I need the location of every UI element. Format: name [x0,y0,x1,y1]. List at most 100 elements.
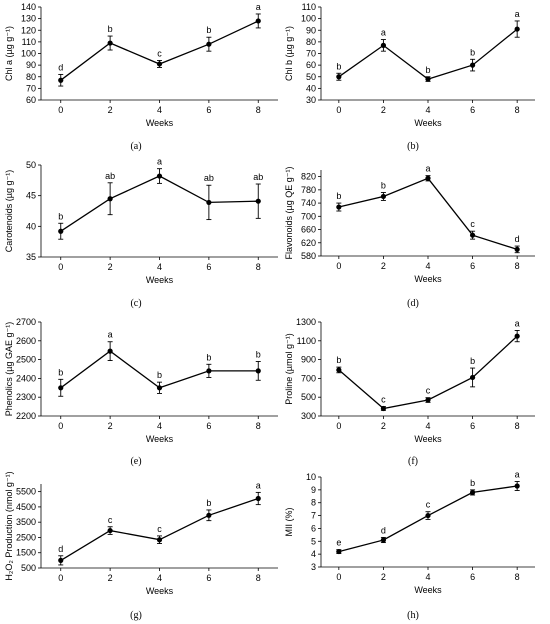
significance-letter: c [108,515,113,525]
x-tick-label: 2 [108,421,113,431]
y-tick-label: 500 [301,392,316,402]
chart-panel: 580 620 660 700 740 780 820 0 2 4 6 8 Weeks Flavonoid… [284,164,535,284]
significance-letter: b [425,65,430,75]
y-tick-label: 1300 [296,317,316,327]
data-point [514,483,520,489]
significance-letter: b [470,478,475,488]
y-tick-label: 50 [26,160,36,170]
y-tick-label: 80 [306,37,316,47]
x-tick-label: 4 [425,105,430,115]
panel-caption: (h) [407,610,419,621]
y-tick-label: 4500 [16,502,36,512]
data-point [336,548,342,555]
y-tick-label: 780 [301,185,316,195]
y-tick-label: 90 [26,60,36,70]
data-point [469,374,476,381]
x-tick-label: 0 [58,105,63,115]
x-tick-label: 2 [108,105,113,115]
x-tick-label: 2 [108,262,113,272]
x-tick-label: 2 [381,572,386,582]
data-point [380,42,387,48]
data-point [206,368,212,374]
significance-letter: ab [253,172,263,182]
panel-caption: (e) [130,456,141,467]
y-tick-label: 110 [302,2,316,12]
panel-caption: (g) [130,610,142,621]
x-tick-label: 0 [58,573,63,583]
significance-letter: b [206,352,211,362]
y-tick-label: 700 [301,373,316,383]
x-tick-label: 4 [157,421,162,431]
y-tick-label: 5 [311,536,316,546]
y-tick-label: 700 [301,211,316,221]
data-point [156,173,163,179]
x-tick-label: 2 [108,573,113,583]
x-tick-label: 6 [206,105,211,115]
chart-panel: 3 4 5 6 7 8 9 10 0 2 4 6 8 Weeks MII (%) e d c b a [284,470,535,595]
y-tick-label: 9 [311,485,316,495]
y-tick-label: 580 [301,251,316,261]
y-axis-label: Flavonoids (µg QE g⁻¹) [284,167,294,260]
y-tick-label: 7 [311,511,316,521]
x-tick-label: 8 [515,105,520,115]
y-tick-label: 140 [21,2,36,12]
y-tick-label: 70 [306,49,316,59]
significance-letter: b [206,498,211,508]
y-tick-label: 45 [26,191,36,201]
y-tick-label: 3500 [16,517,36,527]
significance-letter: d [515,234,520,244]
y-tick-label: 2300 [16,392,36,402]
y-tick-label: 620 [301,238,316,248]
y-tick-label: 1500 [16,548,36,558]
x-tick-label: 4 [425,261,430,271]
significance-letter: d [58,62,63,72]
x-tick-label: 0 [336,261,341,271]
significance-letter: d [58,544,63,554]
y-tick-label: 120 [21,25,36,35]
data-point [514,26,520,32]
x-tick-label: 4 [425,421,430,431]
y-tick-label: 70 [26,83,36,93]
data-point [425,512,431,519]
x-tick-label: 8 [256,421,261,431]
y-tick-label: 100 [21,49,36,59]
significance-letter: b [336,61,341,71]
x-tick-label: 8 [256,105,261,115]
x-tick-label: 0 [336,421,341,431]
y-tick-label: 2700 [16,317,36,327]
significance-letter: b [336,191,341,201]
data-point [107,196,113,202]
significance-letter: a [108,330,113,340]
panel-caption: (c) [130,298,141,309]
panel-caption: (d) [407,298,419,309]
significance-letter: c [426,500,431,510]
y-tick-label: 10 [306,472,316,482]
data-point [206,512,212,518]
panel-caption: (a) [130,141,141,152]
y-axis-label: Carotenoids (µg g⁻¹) [4,170,14,252]
x-tick-label: 4 [157,573,162,583]
data-point [58,228,64,234]
significance-letter: b [206,25,211,35]
data-point [206,199,212,206]
data-point [156,385,163,391]
x-tick-label: 4 [157,262,162,272]
significance-letter: a [381,28,386,38]
data-point [380,193,387,200]
y-tick-label: 80 [26,72,36,82]
significance-letter: b [470,356,475,366]
y-tick-label: 50 [306,72,316,82]
panel-caption: (b) [407,141,419,152]
x-tick-label: 8 [256,573,261,583]
x-tick-label: 8 [515,572,520,582]
x-axis-label: Weeks [146,586,174,596]
x-tick-label: 0 [58,262,63,272]
data-point [58,385,64,391]
significance-letter: ab [204,173,214,183]
data-point [514,333,520,339]
data-point [336,74,342,80]
y-tick-label: 2500 [16,355,36,365]
y-tick-label: 2600 [16,336,36,346]
data-point [255,495,261,502]
data-point [58,557,64,563]
